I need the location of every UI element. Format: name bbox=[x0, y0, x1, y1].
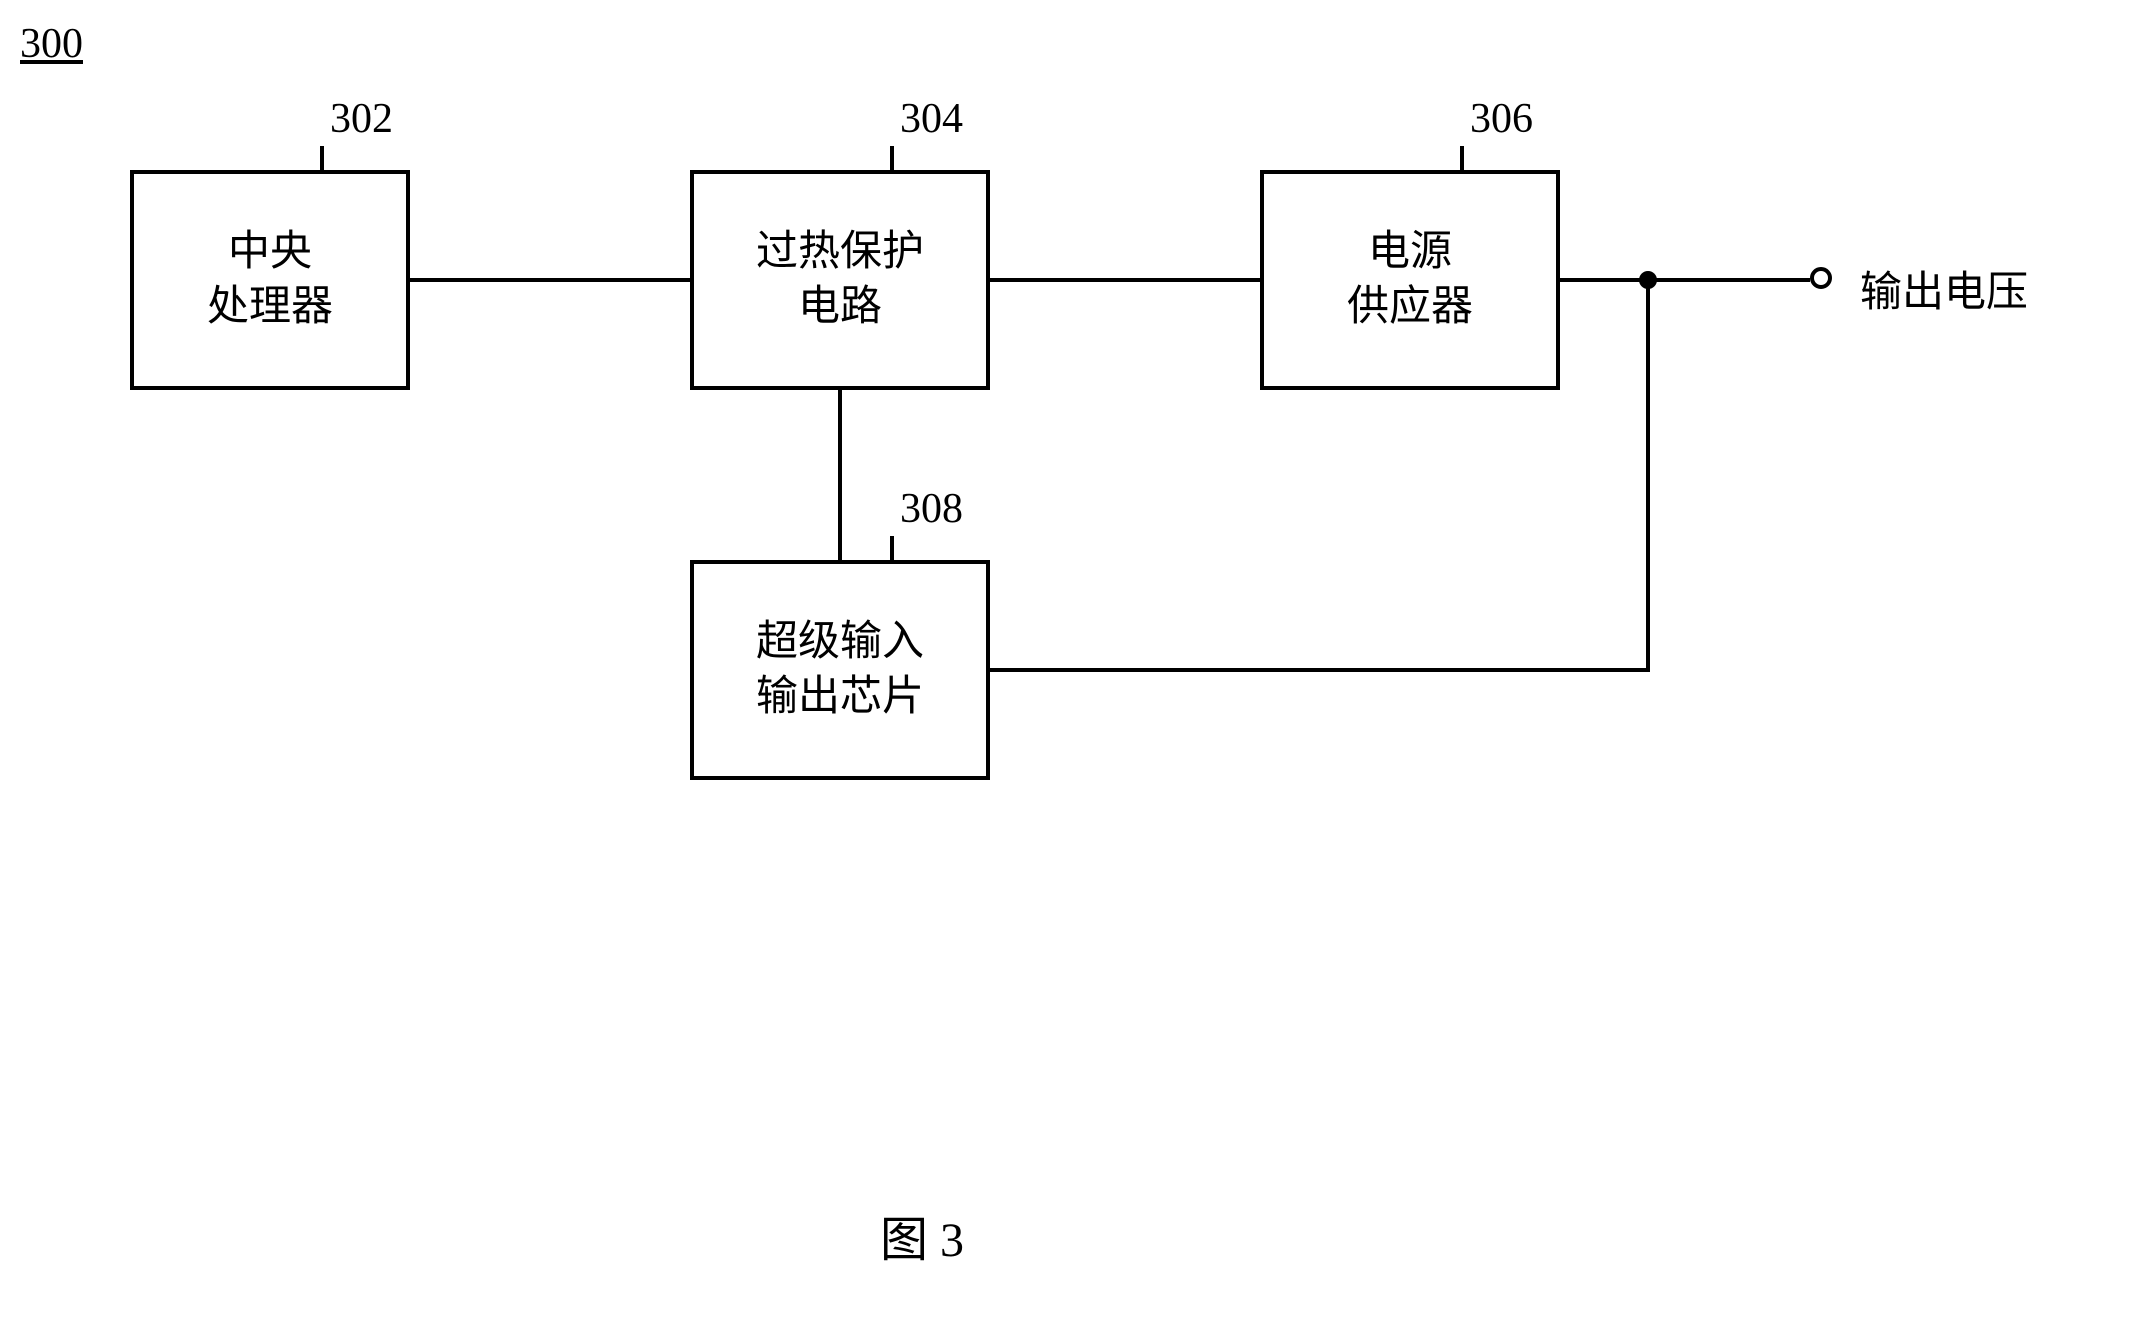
wire-out-to-open bbox=[1750, 278, 1810, 282]
node-junction bbox=[1639, 271, 1657, 289]
block-otp: 过热保护 电路 bbox=[690, 170, 990, 390]
block-otp-line2: 电路 bbox=[756, 280, 924, 335]
ref-num-otp: 304 bbox=[900, 95, 963, 143]
wire-cpu-otp bbox=[410, 278, 690, 282]
block-otp-line1: 过热保护 bbox=[756, 225, 924, 280]
ref-num-sio: 308 bbox=[900, 485, 963, 533]
block-psu-line2: 供应器 bbox=[1347, 280, 1473, 335]
output-voltage-label: 输出电压 bbox=[1860, 258, 2028, 319]
block-psu: 电源 供应器 bbox=[1260, 170, 1560, 390]
block-cpu-line2: 处理器 bbox=[207, 280, 333, 335]
block-cpu-line1: 中央 bbox=[207, 225, 333, 280]
wire-right-up bbox=[1646, 278, 1650, 672]
ref-num-cpu: 302 bbox=[330, 95, 393, 143]
wire-sio-right bbox=[990, 668, 1650, 672]
block-sio-line1: 超级输入 bbox=[756, 615, 924, 670]
block-cpu: 中央 处理器 bbox=[130, 170, 410, 390]
node-output-terminal bbox=[1810, 267, 1832, 289]
ref-tick-psu bbox=[1460, 146, 1464, 170]
ref-tick-cpu bbox=[320, 146, 324, 170]
block-sio-line2: 输出芯片 bbox=[756, 670, 924, 725]
wire-otp-psu bbox=[990, 278, 1260, 282]
ref-tick-otp bbox=[890, 146, 894, 170]
block-sio: 超级输入 输出芯片 bbox=[690, 560, 990, 780]
ref-tick-sio bbox=[890, 536, 894, 560]
figure-caption: 图 3 bbox=[880, 1200, 964, 1270]
wire-otp-sio bbox=[838, 390, 842, 560]
ref-num-psu: 306 bbox=[1470, 95, 1533, 143]
diagram-id-label: 300 bbox=[20, 20, 83, 68]
block-psu-line1: 电源 bbox=[1347, 225, 1473, 280]
